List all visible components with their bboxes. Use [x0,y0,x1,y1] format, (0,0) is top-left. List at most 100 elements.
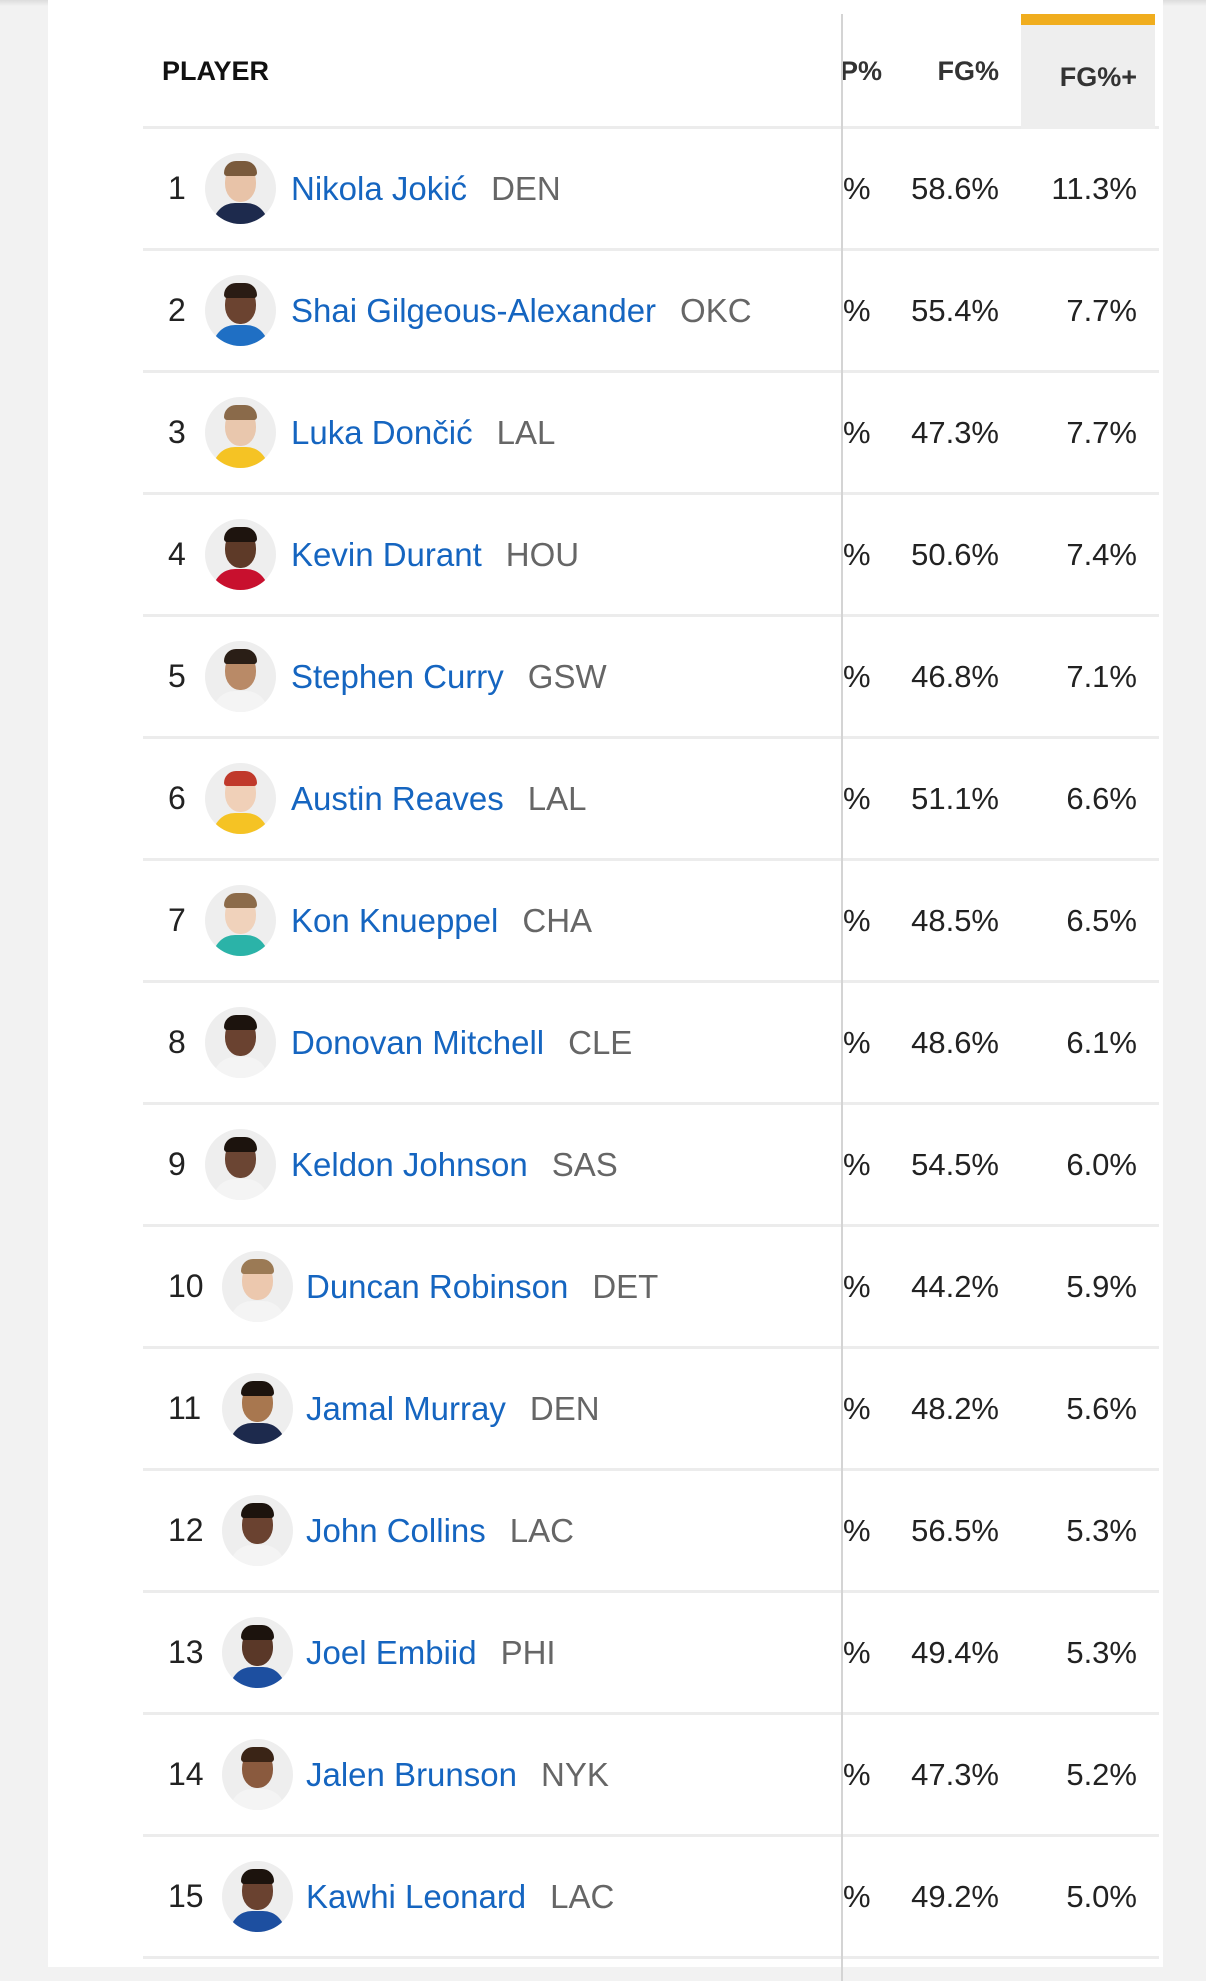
player-name-link[interactable]: Kon Knueppel [291,901,499,939]
three-point-pct-value: % [843,170,871,206]
player-name-link[interactable]: John Collins [306,1511,486,1549]
player-name-link[interactable]: Luka Dončić [291,413,473,451]
table-row[interactable]: 13 Joel Embiid PHI % 49.4% 5.3% [143,1593,1159,1715]
rank: 5 [168,658,186,694]
table-row[interactable]: 7 Kon Knueppel CHA % 48.5% 6.5% [143,861,1159,983]
jersey-shape [230,1545,285,1566]
table-row[interactable]: 3 Luka Dončić LAL % 47.3% 7.7% [143,373,1159,495]
player-name-link[interactable]: Duncan Robinson [306,1267,569,1305]
jersey-shape [230,1301,285,1322]
rank: 6 [168,780,186,816]
player-avatar[interactable] [205,397,276,468]
team-abbr: LAL [527,779,587,817]
hair-shape [241,1381,274,1396]
fg-pct-cell: 54.5% [911,1146,999,1182]
player-avatar[interactable] [205,1129,276,1200]
fg-plus-cell: 5.6% [1066,1390,1137,1426]
player-avatar[interactable] [222,1251,293,1322]
rank: 13 [168,1634,204,1670]
player-avatar[interactable] [222,1617,293,1688]
player-avatar[interactable] [205,885,276,956]
fg-pct-cell: 48.6% [911,1024,999,1060]
three-point-pct-cell: % [843,1471,873,1590]
table-row[interactable]: 1 Nikola Jokić DEN % 58.6% 11.3% [143,129,1159,251]
fg-plus-cell: 6.5% [1066,902,1137,938]
fg-pct-cell: 49.4% [911,1634,999,1670]
player-name-link[interactable]: Kevin Durant [291,535,482,573]
player-cell: Shai Gilgeous-Alexander OKC [291,251,752,370]
table-row[interactable]: 9 Keldon Johnson SAS % 54.5% 6.0% [143,1105,1159,1227]
player-avatar[interactable] [205,763,276,834]
player-avatar[interactable] [205,519,276,590]
hair-shape [224,771,257,786]
team-abbr: CLE [568,1023,633,1061]
three-point-pct-cell: % [843,495,873,614]
fg-pct-cell: 48.2% [911,1390,999,1426]
player-avatar[interactable] [205,275,276,346]
three-point-column-header[interactable]: 3P% [841,14,967,129]
player-cell: Kevin Durant HOU [291,495,579,614]
fg-column-header[interactable]: FG% [937,56,999,86]
fg-pct-cell: 46.8% [911,658,999,694]
hair-shape [241,1259,274,1274]
player-avatar[interactable] [222,1739,293,1810]
player-name-link[interactable]: Joel Embiid [306,1633,477,1671]
player-avatar[interactable] [205,153,276,224]
scroll-column-divider [841,14,843,1981]
hair-shape [224,1137,257,1152]
player-avatar[interactable] [222,1861,293,1932]
fg-plus-cell: 5.3% [1066,1512,1137,1548]
fg-pct-cell: 58.6% [911,170,999,206]
player-avatar[interactable] [222,1495,293,1566]
jersey-shape [213,1179,268,1200]
player-name-link[interactable]: Keldon Johnson [291,1145,528,1183]
table-row[interactable]: 10 Duncan Robinson DET % 44.2% 5.9% [143,1227,1159,1349]
fg-pct-cell: 55.4% [911,292,999,328]
player-name-link[interactable]: Kawhi Leonard [306,1877,527,1915]
player-avatar[interactable] [222,1373,293,1444]
player-name-link[interactable]: Jamal Murray [306,1389,506,1427]
player-name-link[interactable]: Stephen Curry [291,657,504,695]
table-row[interactable]: 8 Donovan Mitchell CLE % 48.6% 6.1% [143,983,1159,1105]
player-avatar[interactable] [205,1007,276,1078]
team-abbr: NYK [540,1755,609,1793]
three-point-pct-value: % [843,1146,871,1182]
table-row[interactable]: 5 Stephen Curry GSW % 46.8% 7.1% [143,617,1159,739]
table-row[interactable]: 2 Shai Gilgeous-Alexander OKC % 55.4% 7.… [143,251,1159,373]
table-body: 1 Nikola Jokić DEN % 58.6% 11.3% 2 Shai … [143,129,1159,1959]
player-column-header[interactable]: PLAYER [162,56,270,86]
player-cell: Kon Knueppel CHA [291,861,592,980]
table-row[interactable]: 4 Kevin Durant HOU % 50.6% 7.4% [143,495,1159,617]
three-point-pct-value: % [843,1512,871,1548]
three-point-pct-value: % [843,1390,871,1426]
player-name-link[interactable]: Donovan Mitchell [291,1023,545,1061]
rank: 7 [168,902,186,938]
table-row[interactable]: 6 Austin Reaves LAL % 51.1% 6.6% [143,739,1159,861]
three-point-pct-value: % [843,902,871,938]
player-name-link[interactable]: Shai Gilgeous-Alexander [291,291,657,329]
jersey-shape [213,569,268,590]
table-row[interactable]: 11 Jamal Murray DEN % 48.2% 5.6% [143,1349,1159,1471]
fg-plus-cell: 11.3% [1051,170,1137,206]
team-abbr: DET [592,1267,659,1305]
fg-plus-cell: 5.2% [1066,1756,1137,1792]
fg-plus-column-header-sorted[interactable]: FG%+ [1021,14,1155,129]
three-point-pct-cell: % [843,251,873,370]
player-name-link[interactable]: Jalen Brunson [306,1755,517,1793]
fg-plus-cell: 7.7% [1066,414,1137,450]
table-row[interactable]: 14 Jalen Brunson NYK % 47.3% 5.2% [143,1715,1159,1837]
player-cell: Donovan Mitchell CLE [291,983,632,1102]
player-cell: Jalen Brunson NYK [306,1715,609,1834]
player-name-link[interactable]: Nikola Jokić [291,169,468,207]
three-point-pct-value: % [843,292,871,328]
table-row[interactable]: 12 John Collins LAC % 56.5% 5.3% [143,1471,1159,1593]
hair-shape [224,649,257,664]
three-point-pct-value: % [843,536,871,572]
fg-plus-cell: 7.1% [1066,658,1137,694]
player-avatar[interactable] [205,641,276,712]
fg-pct-cell: 49.2% [911,1878,999,1914]
hair-shape [224,527,257,542]
hair-shape [241,1625,274,1640]
table-row[interactable]: 15 Kawhi Leonard LAC % 49.2% 5.0% [143,1837,1159,1959]
player-name-link[interactable]: Austin Reaves [291,779,504,817]
